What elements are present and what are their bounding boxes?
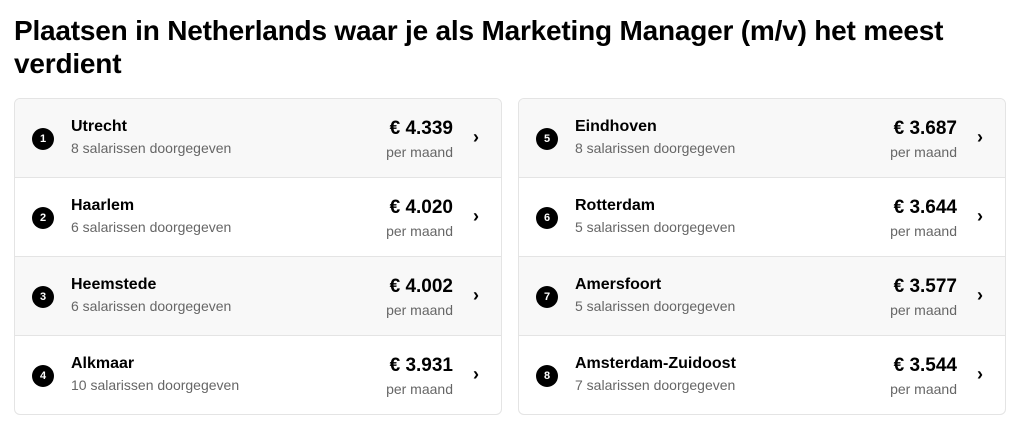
rank-badge: 1 bbox=[32, 128, 54, 150]
salary-amount: € 3.644 bbox=[893, 197, 957, 218]
chevron-right-icon[interactable]: › bbox=[473, 206, 479, 226]
chevron-right-icon[interactable]: › bbox=[473, 364, 479, 384]
chevron-right-icon[interactable]: › bbox=[473, 285, 479, 305]
salary-amount: € 3.687 bbox=[893, 118, 957, 139]
chevron-right-icon[interactable]: › bbox=[977, 364, 983, 384]
city-name: Haarlem bbox=[71, 197, 135, 214]
salary-count: 6 salarissen doorgegeven bbox=[71, 219, 232, 235]
city-row[interactable]: 6 Rotterdam 5 salarissen doorgegeven € 3… bbox=[519, 178, 1005, 257]
rank-badge: 7 bbox=[536, 286, 558, 308]
salary-count: 5 salarissen doorgegeven bbox=[575, 298, 736, 314]
city-name: Amsterdam-Zuidoost bbox=[575, 355, 736, 372]
salary-amount: € 3.577 bbox=[893, 276, 957, 297]
page-title: Plaatsen in Netherlands waar je als Mark… bbox=[14, 15, 944, 79]
salary-period: per maand bbox=[386, 381, 453, 397]
rank-badge: 5 bbox=[536, 128, 558, 150]
salary-period: per maand bbox=[386, 223, 453, 239]
salary-period: per maand bbox=[386, 302, 453, 318]
rank-badge: 2 bbox=[32, 207, 54, 229]
city-name: Utrecht bbox=[71, 118, 128, 135]
chevron-right-icon[interactable]: › bbox=[977, 285, 983, 305]
city-row[interactable]: 4 Alkmaar 10 salarissen doorgegeven € 3.… bbox=[15, 336, 501, 414]
salary-amount: € 3.931 bbox=[389, 355, 453, 376]
chevron-right-icon[interactable]: › bbox=[473, 127, 479, 147]
salary-count: 7 salarissen doorgegeven bbox=[575, 377, 736, 393]
salary-period: per maand bbox=[890, 302, 957, 318]
rank-badge: 6 bbox=[536, 207, 558, 229]
rank-badge: 8 bbox=[536, 365, 558, 387]
city-name: Amersfoort bbox=[575, 276, 662, 293]
chevron-right-icon[interactable]: › bbox=[977, 206, 983, 226]
city-name: Eindhoven bbox=[575, 118, 657, 135]
salary-period: per maand bbox=[890, 381, 957, 397]
salary-period: per maand bbox=[890, 144, 957, 160]
city-row[interactable]: 7 Amersfoort 5 salarissen doorgegeven € … bbox=[519, 257, 1005, 336]
city-row[interactable]: 1 Utrecht 8 salarissen doorgegeven € 4.3… bbox=[15, 99, 501, 178]
salary-count: 5 salarissen doorgegeven bbox=[575, 219, 736, 235]
salary-period: per maand bbox=[890, 223, 957, 239]
rank-badge: 3 bbox=[32, 286, 54, 308]
city-row[interactable]: 5 Eindhoven 8 salarissen doorgegeven € 3… bbox=[519, 99, 1005, 178]
city-row[interactable]: 8 Amsterdam-Zuidoost 7 salarissen doorge… bbox=[519, 336, 1005, 414]
city-name: Rotterdam bbox=[575, 197, 656, 214]
rank-badge: 4 bbox=[32, 365, 54, 387]
city-name: Heemstede bbox=[71, 276, 157, 293]
salary-period: per maand bbox=[386, 144, 453, 160]
salary-count: 10 salarissen doorgegeven bbox=[71, 377, 240, 393]
salary-count: 6 salarissen doorgegeven bbox=[71, 298, 232, 314]
city-list-left: 1 Utrecht 8 salarissen doorgegeven € 4.3… bbox=[14, 98, 502, 415]
salary-amount: € 3.544 bbox=[893, 355, 957, 376]
city-row[interactable]: 2 Haarlem 6 salarissen doorgegeven € 4.0… bbox=[15, 178, 501, 257]
salary-amount: € 4.002 bbox=[389, 276, 453, 297]
chevron-right-icon[interactable]: › bbox=[977, 127, 983, 147]
salary-amount: € 4.339 bbox=[389, 118, 453, 139]
salary-count: 8 salarissen doorgegeven bbox=[71, 140, 232, 156]
city-row[interactable]: 3 Heemstede 6 salarissen doorgegeven € 4… bbox=[15, 257, 501, 336]
salary-amount: € 4.020 bbox=[389, 197, 453, 218]
city-name: Alkmaar bbox=[71, 355, 135, 372]
city-list-right: 5 Eindhoven 8 salarissen doorgegeven € 3… bbox=[518, 98, 1006, 415]
salary-count: 8 salarissen doorgegeven bbox=[575, 140, 736, 156]
